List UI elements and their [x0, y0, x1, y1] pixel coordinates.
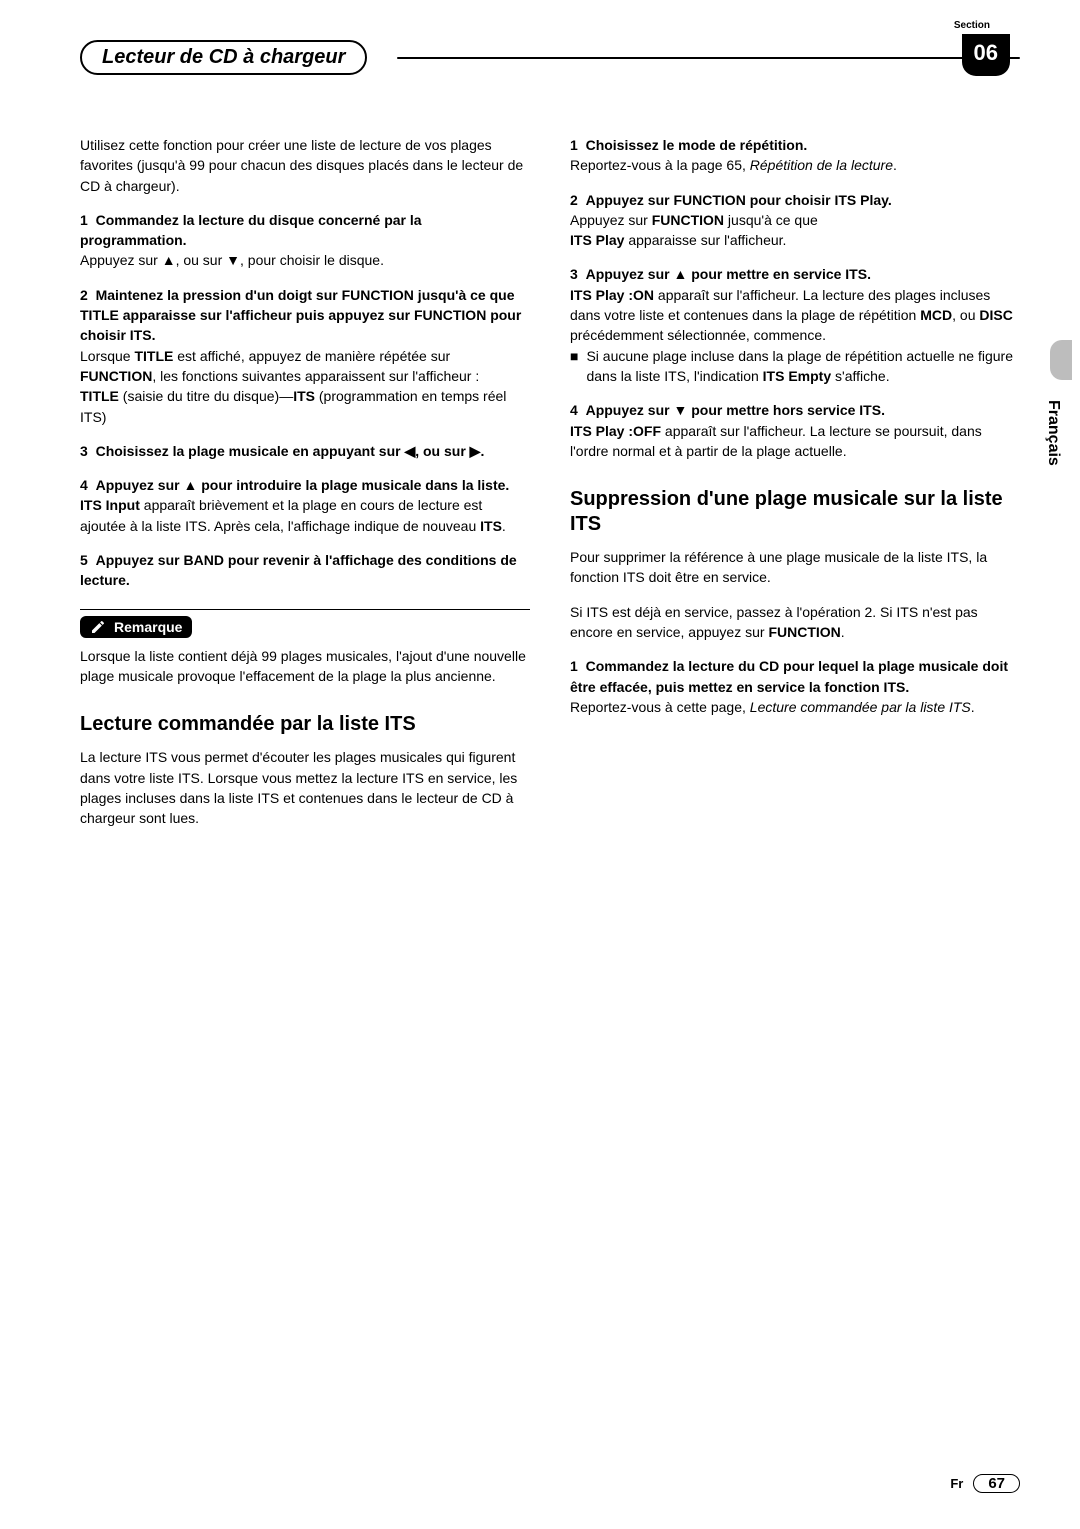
left-column: Utilisez cette fonction pour créer une l…	[80, 135, 530, 842]
section-number-badge: 06	[962, 34, 1010, 76]
ref-italic: Répétition de la lecture	[750, 157, 893, 173]
body-text: Appuyez sur	[570, 212, 652, 228]
subsection-heading: Lecture commandée par la liste ITS	[80, 712, 530, 737]
title-label: TITLE	[80, 388, 119, 404]
step-heading: Appuyez sur FUNCTION pour choisir ITS Pl…	[586, 192, 892, 208]
ref-italic: Lecture commandée par la liste ITS	[750, 699, 971, 715]
function-label: FUNCTION	[80, 368, 152, 384]
step-heading: Commandez la lecture du disque concerné …	[80, 212, 422, 248]
step-body: Appuyez sur ▲, ou sur ▼, pour choisir le…	[80, 252, 384, 268]
step-num: 3	[80, 443, 88, 459]
step-num: 2	[80, 287, 88, 303]
bullet-note: ■ Si aucune plage incluse dans la plage …	[570, 346, 1020, 387]
footer-lang: Fr	[950, 1476, 963, 1491]
content-columns: Utilisez cette fonction pour créer une l…	[80, 135, 1020, 842]
step-4: 4 Appuyez sur ▼ pour mettre hors service…	[570, 400, 1020, 461]
step-num: 1	[570, 137, 578, 153]
header-title-pill: Lecteur de CD à chargeur	[80, 40, 367, 75]
mcd-label: MCD	[920, 307, 952, 323]
step-heading: Choisissez le mode de répétition.	[586, 137, 808, 153]
intro-paragraph: Utilisez cette fonction pour créer une l…	[80, 135, 530, 196]
step-4: 4 Appuyez sur ▲ pour introduire la plage…	[80, 475, 530, 536]
step-num: 1	[570, 658, 578, 674]
title-label: TITLE	[134, 348, 173, 364]
bullet-body: Si aucune plage incluse dans la plage de…	[586, 346, 1020, 387]
body-text: .	[971, 699, 975, 715]
page-number: 67	[973, 1474, 1020, 1493]
step-3: 3 Choisissez la plage musicale en appuya…	[80, 441, 530, 461]
step-2: 2 Maintenez la pression d'un doigt sur F…	[80, 285, 530, 427]
square-bullet-icon: ■	[570, 346, 578, 387]
step-1: 1 Commandez la lecture du disque concern…	[80, 210, 530, 271]
its-label: ITS	[293, 388, 315, 404]
step-2: 2 Appuyez sur FUNCTION pour choisir ITS …	[570, 190, 1020, 251]
step-heading: Appuyez sur ▲ pour introduire la plage m…	[96, 477, 510, 493]
body-text: .	[893, 157, 897, 173]
body-text: , ou	[952, 307, 979, 323]
language-tab: Français	[1044, 400, 1062, 466]
remark-label: Remarque	[114, 619, 182, 635]
its-input-label: ITS Input	[80, 497, 140, 513]
step-3: 3 Appuyez sur ▲ pour mettre en service I…	[570, 264, 1020, 386]
body-text: jusqu'à ce que	[724, 212, 818, 228]
step-num: 3	[570, 266, 578, 282]
step-num: 2	[570, 192, 578, 208]
body-text: est affiché, appuyez de manière répétée …	[173, 348, 450, 364]
body-text: s'affiche.	[831, 368, 889, 384]
page-header: Section Lecteur de CD à chargeur 06	[80, 40, 1020, 75]
its-play-label: ITS Play	[570, 232, 624, 248]
its-off-label: ITS Play :OFF	[570, 423, 661, 439]
body-text: , les fonctions suivantes apparaissent s…	[152, 368, 479, 384]
body-text: .	[502, 518, 506, 534]
side-tab-grey	[1050, 340, 1072, 380]
its-label: ITS	[480, 518, 502, 534]
its-empty-label: ITS Empty	[763, 368, 831, 384]
pencil-icon	[90, 619, 106, 635]
its-play-body: La lecture ITS vous permet d'écouter les…	[80, 747, 530, 828]
step-num: 4	[570, 402, 578, 418]
remark-badge: Remarque	[80, 616, 192, 638]
body-text: Reportez-vous à la page 65,	[570, 157, 750, 173]
body-text: Lorsque	[80, 348, 134, 364]
body-text: apparaît brièvement et la plage en cours…	[80, 497, 482, 533]
subsection-heading: Suppression d'une plage musicale sur la …	[570, 487, 1020, 537]
step-num: 5	[80, 552, 88, 568]
section-label: Section	[954, 20, 990, 31]
page-footer: Fr 67	[950, 1474, 1020, 1493]
sup-body-b: Si ITS est déjà en service, passez à l'o…	[570, 602, 1020, 643]
body-text: précédemment sélectionnée, commence.	[570, 327, 826, 343]
step-heading: Commandez la lecture du CD pour lequel l…	[570, 658, 1008, 694]
header-divider	[397, 57, 1020, 59]
its-on-label: ITS Play :ON	[570, 287, 654, 303]
body-text: .	[841, 624, 845, 640]
sup-body-a: Pour supprimer la référence à une plage …	[570, 547, 1020, 588]
disc-label: DISC	[979, 307, 1012, 323]
remark-box: Remarque Lorsque la liste contient déjà …	[80, 609, 530, 687]
function-label: FUNCTION	[768, 624, 840, 640]
right-column: 1 Choisissez le mode de répétition. Repo…	[570, 135, 1020, 842]
step-1: 1 Choisissez le mode de répétition. Repo…	[570, 135, 1020, 176]
step-num: 1	[80, 212, 88, 228]
step-num: 4	[80, 477, 88, 493]
step-heading: Maintenez la pression d'un doigt sur FUN…	[80, 287, 521, 344]
step-heading: Appuyez sur ▲ pour mettre en service ITS…	[586, 266, 871, 282]
step-5: 5 Appuyez sur BAND pour revenir à l'affi…	[80, 550, 530, 591]
remark-body: Lorsque la liste contient déjà 99 plages…	[80, 646, 530, 687]
step-heading: Choisissez la plage musicale en appuyant…	[96, 443, 485, 459]
sup-step-1: 1 Commandez la lecture du CD pour lequel…	[570, 656, 1020, 717]
body-text: Reportez-vous à cette page,	[570, 699, 750, 715]
body-text: apparaisse sur l'afficheur.	[624, 232, 786, 248]
step-heading: Appuyez sur ▼ pour mettre hors service I…	[586, 402, 885, 418]
function-label: FUNCTION	[652, 212, 724, 228]
step-heading: Appuyez sur BAND pour revenir à l'affich…	[80, 552, 517, 588]
body-text: (saisie du titre du disque)—	[119, 388, 293, 404]
